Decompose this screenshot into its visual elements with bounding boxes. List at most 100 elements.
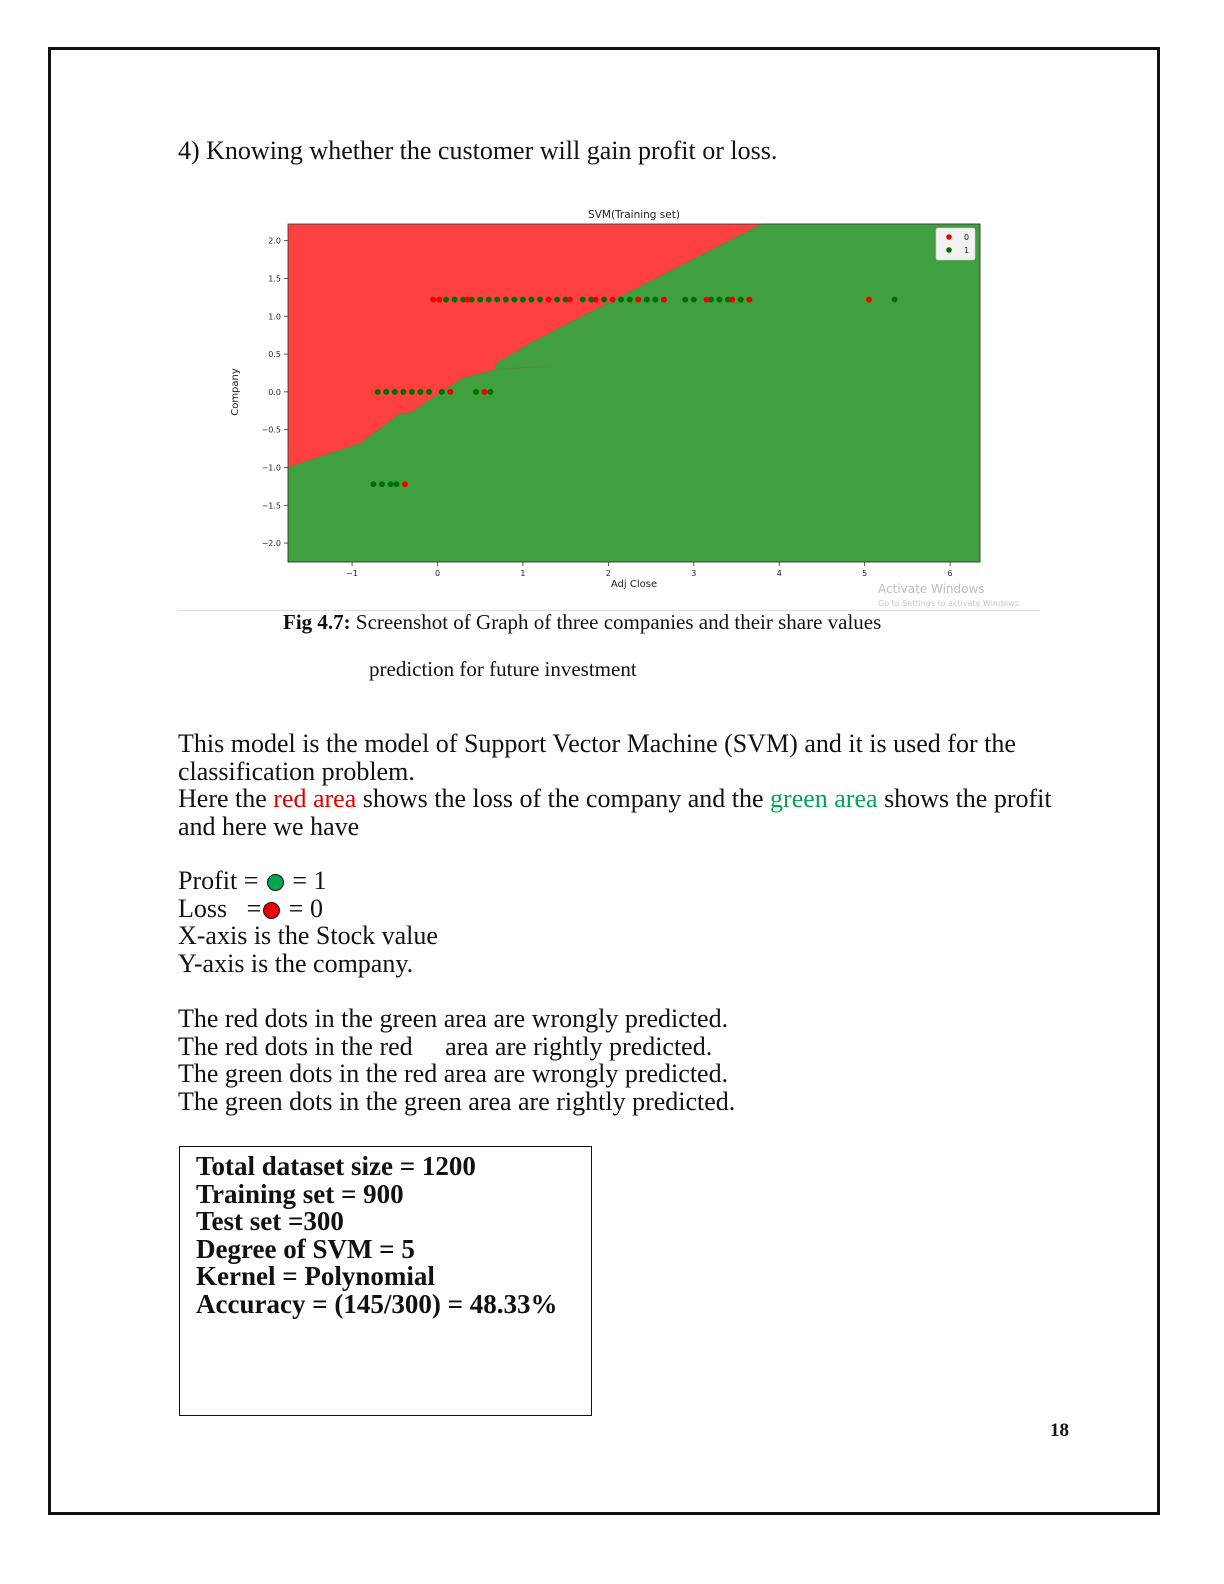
data-point-class-1 — [468, 296, 475, 303]
stat-line: Training set = 900 — [196, 1178, 404, 1209]
data-point-class-0 — [635, 296, 642, 303]
svm-description: This model is the model of Support Vecto… — [178, 730, 1078, 840]
data-point-class-0 — [447, 388, 454, 395]
green-dot-icon — [266, 874, 284, 891]
data-point-class-0 — [865, 296, 872, 303]
profit-line: Profit = = 1 — [178, 867, 1078, 895]
legend-marker-class-0 — [946, 234, 952, 240]
page-border — [48, 47, 1160, 1515]
data-point-class-0 — [746, 296, 753, 303]
area-explanation: Here the red area shows the loss of the … — [178, 785, 1078, 840]
data-point-class-1 — [737, 296, 744, 303]
data-point-class-1 — [588, 296, 595, 303]
data-point-class-1 — [393, 481, 400, 488]
plot-frame — [287, 223, 981, 563]
x-tick-label: −1 — [346, 569, 358, 578]
green-area-text: green area — [770, 784, 878, 813]
prediction-line: The green dots in the green area are rig… — [178, 1086, 736, 1116]
data-point-class-1 — [511, 296, 518, 303]
data-point-class-0 — [430, 296, 437, 303]
data-point-class-0 — [592, 296, 599, 303]
x-tick-label: 3 — [691, 569, 696, 578]
data-point-class-0 — [545, 296, 552, 303]
legend-label: 0 — [964, 233, 969, 242]
red-dot-icon — [263, 901, 281, 919]
data-point-class-0 — [402, 481, 409, 488]
legend-box — [935, 227, 976, 261]
data-point-class-1 — [554, 296, 561, 303]
figure-label: Fig 4.7: — [283, 610, 351, 634]
legend-marker-class-1 — [946, 247, 952, 253]
data-point-class-1 — [690, 296, 697, 303]
text-segment: shows the loss of the company and the — [356, 784, 771, 813]
x-tick-label: 4 — [777, 569, 782, 578]
y-axis-note: Y-axis is the company. — [178, 948, 414, 978]
y-tick-label: 1.5 — [268, 274, 281, 283]
data-point-class-1 — [383, 388, 390, 395]
data-point-class-0 — [729, 296, 736, 303]
y-tick-label: −2.0 — [262, 539, 281, 548]
watermark-title: Activate Windows — [878, 582, 985, 596]
class-legend: Profit = = 1 Loss = = 0 X-axis is the St… — [178, 867, 1078, 977]
prediction-line: The green dots in the red area are wrong… — [178, 1059, 729, 1088]
watermark-subtitle: Go to Settings to activate Windows. — [878, 599, 1021, 608]
y-tick-label: −0.5 — [262, 426, 281, 435]
loss-line: Loss = = 0 — [178, 893, 1078, 923]
data-point-class-1 — [438, 388, 445, 395]
svm-chart: −1 0 1 2 3 4 5 62.01.51.00.50.0−0.5−1.0−1.5−2.0… — [230, 209, 1021, 608]
x-tick-label: 2 — [606, 569, 611, 578]
data-point-class-1 — [652, 296, 659, 303]
data-point-class-1 — [460, 296, 467, 303]
prediction-notes: The red dots in the green area are wrong… — [178, 1005, 1078, 1115]
data-point-class-1 — [528, 296, 535, 303]
chart-points — [370, 296, 898, 488]
text-segment: Here the — [178, 784, 274, 813]
data-point-class-1 — [472, 388, 479, 395]
profit-label: Profit = — [178, 866, 259, 895]
prediction-line: The red dots in the red area are rightly… — [178, 1031, 713, 1061]
data-point-class-1 — [417, 388, 424, 395]
data-point-class-0 — [660, 296, 667, 303]
data-point-class-1 — [494, 296, 501, 303]
loss-label: Loss = — [178, 893, 262, 923]
red-area-text: red area — [273, 784, 357, 813]
data-point-class-1 — [425, 388, 432, 395]
data-point-class-1 — [370, 481, 377, 488]
x-tick-label: 6 — [948, 569, 953, 578]
y-tick-label: 2.0 — [268, 237, 281, 246]
data-point-class-1 — [443, 296, 450, 303]
svm-figure: −1 0 1 2 3 4 5 6 2.0 1.5 1.0 0.5 0.0 −0.5 −1.0 −1.5 −2.0… — [178, 200, 1040, 612]
y-tick-label: 0.0 — [268, 388, 281, 397]
data-point-class-1 — [682, 296, 689, 303]
x-axis-label: Adj Close — [611, 579, 657, 590]
data-point-class-1 — [485, 296, 492, 303]
figure-caption-line2: prediction for future investment — [369, 657, 637, 681]
stat-line: Accuracy = (145/300) = 48.33% — [196, 1288, 558, 1319]
data-point-class-1 — [502, 296, 509, 303]
data-point-class-1 — [891, 296, 898, 303]
data-point-class-1 — [378, 481, 385, 488]
chart-legend: 01 — [935, 227, 976, 261]
y-tick-label: −1.0 — [262, 463, 281, 472]
chart-regions — [287, 223, 981, 563]
data-point-class-1 — [477, 296, 484, 303]
dataset-stats-box: Total dataset size = 1200 Training set =… — [179, 1146, 592, 1416]
x-tick-label: 0 — [435, 569, 440, 578]
data-point-class-1 — [716, 296, 723, 303]
data-point-class-1 — [626, 296, 633, 303]
figure-divider — [178, 610, 1040, 611]
data-point-class-1 — [537, 296, 544, 303]
page-number: 18 — [1050, 1420, 1069, 1441]
x-tick-label: 1 — [520, 569, 525, 578]
data-point-class-0 — [609, 296, 616, 303]
stat-line: Total dataset size = 1200 — [196, 1151, 476, 1181]
data-point-class-0 — [481, 388, 488, 395]
data-point-class-1 — [643, 296, 650, 303]
profit-value: = 1 — [292, 866, 327, 895]
data-point-class-0 — [703, 296, 710, 303]
y-tick-label: −1.5 — [262, 501, 281, 510]
data-point-class-1 — [562, 296, 569, 303]
section-heading: 4) Knowing whether the customer will gai… — [178, 136, 778, 165]
x-axis-note: X-axis is the Stock value — [178, 921, 438, 950]
text-segment: shows the profit and here we have — [178, 784, 1052, 841]
